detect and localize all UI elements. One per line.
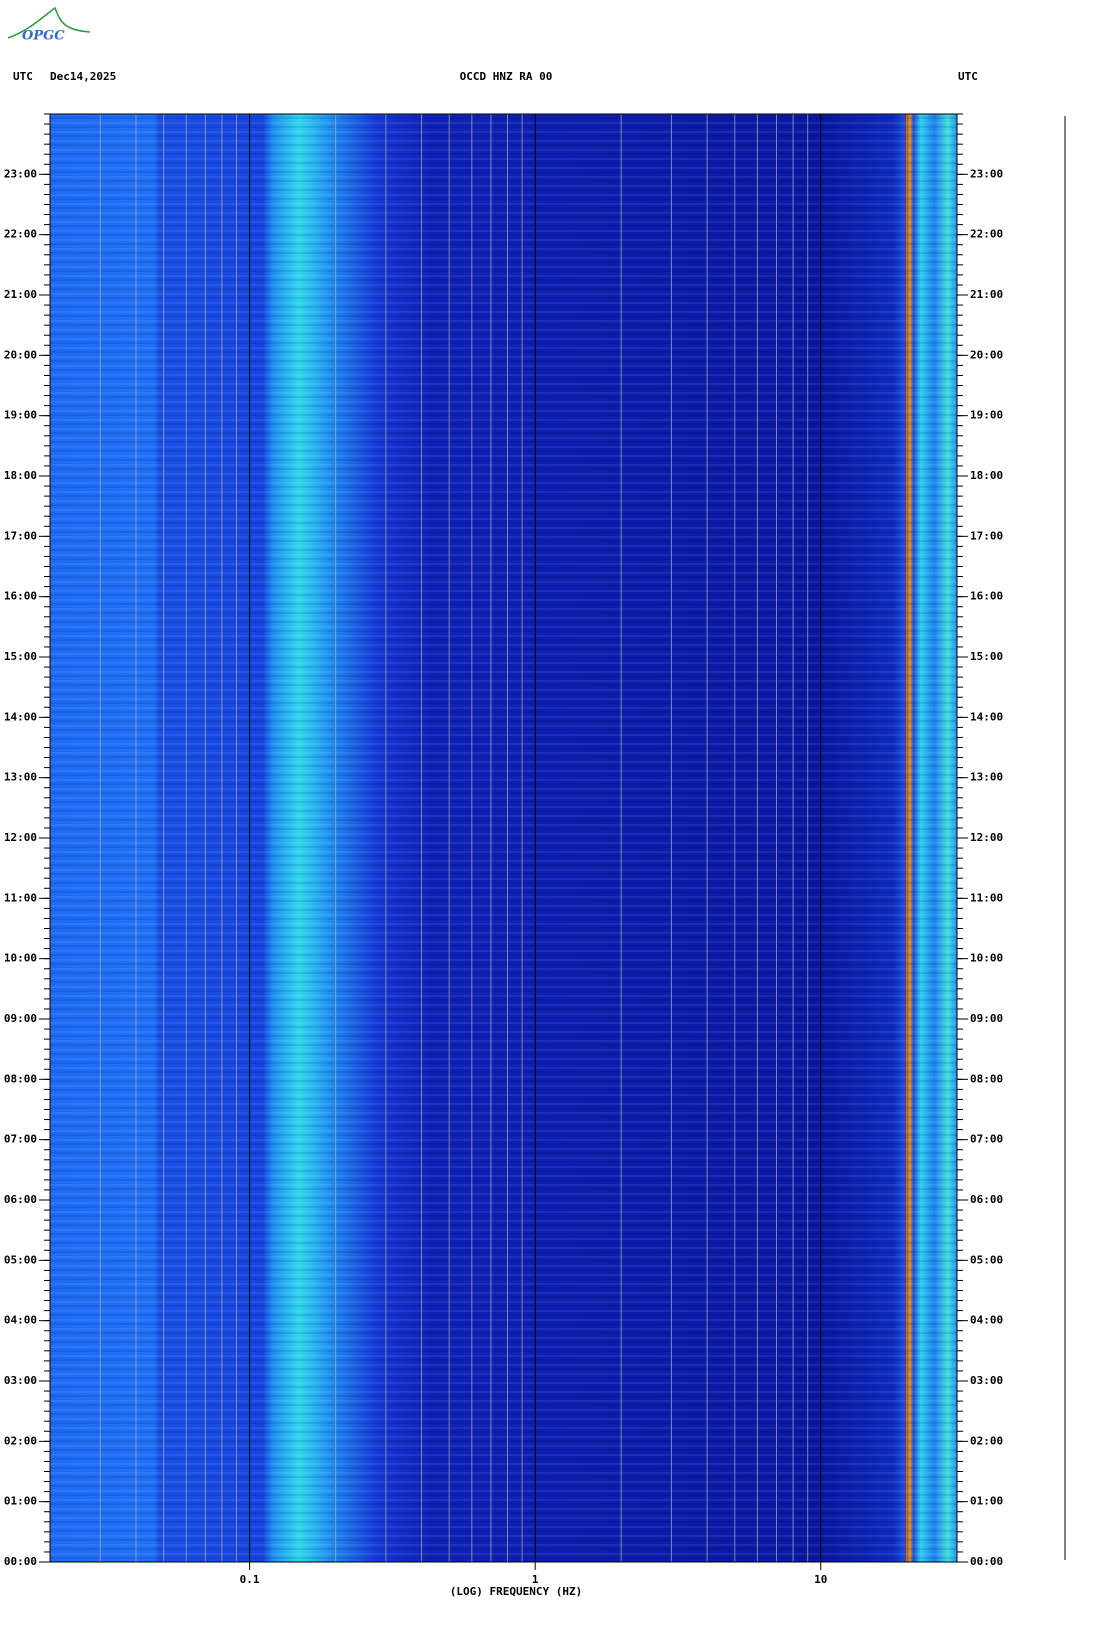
y-tick-label: 12:00: [970, 831, 1003, 844]
y-tick-label: 20:00: [4, 348, 37, 361]
y-tick-label: 07:00: [970, 1133, 1003, 1146]
y-tick-label: 09:00: [4, 1012, 37, 1025]
y-tick-label: 23:00: [970, 167, 1003, 180]
y-tick-label: 14:00: [4, 710, 37, 723]
y-tick-label: 17:00: [970, 529, 1003, 542]
right-zone: UTC: [958, 70, 978, 83]
left-zone: UTC: [13, 70, 33, 83]
x-tick-label: 10: [814, 1573, 827, 1586]
y-tick-label: 16:00: [970, 590, 1003, 603]
x-tick-label: 1: [532, 1573, 539, 1586]
y-tick-label: 15:00: [4, 650, 37, 663]
y-tick-label: 20:00: [970, 348, 1003, 361]
y-tick-label: 08:00: [4, 1072, 37, 1085]
y-tick-label: 19:00: [970, 409, 1003, 422]
y-tick-label: 09:00: [970, 1012, 1003, 1025]
y-tick-label: 10:00: [970, 952, 1003, 965]
y-tick-label: 15:00: [970, 650, 1003, 663]
y-tick-label: 07:00: [4, 1133, 37, 1146]
y-tick-label: 00:00: [970, 1555, 1003, 1568]
y-tick-label: 05:00: [4, 1253, 37, 1266]
y-tick-label: 05:00: [970, 1253, 1003, 1266]
logo-mark: [7, 6, 91, 39]
y-tick-label: 03:00: [970, 1374, 1003, 1387]
x-axis-label: (LOG) FREQUENCY (HZ): [450, 1585, 582, 1598]
y-tick-label: 17:00: [4, 529, 37, 542]
y-tick-label: 01:00: [970, 1495, 1003, 1508]
y-tick-label: 01:00: [4, 1495, 37, 1508]
x-tick-label: 0.1: [240, 1573, 260, 1586]
y-tick-label: 11:00: [970, 891, 1003, 904]
y-tick-label: 11:00: [4, 891, 37, 904]
spectrogram-texture: [50, 114, 957, 1562]
y-tick-label: 03:00: [4, 1374, 37, 1387]
y-tick-label: 02:00: [970, 1434, 1003, 1447]
y-tick-label: 22:00: [970, 228, 1003, 241]
y-tick-label: 16:00: [4, 590, 37, 603]
y-tick-label: 21:00: [970, 288, 1003, 301]
y-tick-label: 04:00: [4, 1314, 37, 1327]
chart-title: OCCD HNZ RA 00: [460, 70, 553, 83]
y-tick-label: 10:00: [4, 952, 37, 965]
y-tick-label: 06:00: [4, 1193, 37, 1206]
y-tick-label: 14:00: [970, 710, 1003, 723]
y-tick-label: 06:00: [970, 1193, 1003, 1206]
date: Dec14,2025: [50, 70, 116, 83]
y-tick-label: 18:00: [4, 469, 37, 482]
y-tick-label: 21:00: [4, 288, 37, 301]
y-tick-label: 22:00: [4, 228, 37, 241]
y-tick-label: 18:00: [970, 469, 1003, 482]
y-tick-label: 00:00: [4, 1555, 37, 1568]
y-tick-label: 08:00: [970, 1072, 1003, 1085]
y-tick-label: 13:00: [4, 771, 37, 784]
y-tick-label: 19:00: [4, 409, 37, 422]
y-tick-label: 13:00: [970, 771, 1003, 784]
logo: OPGC: [22, 29, 65, 44]
y-tick-label: 12:00: [4, 831, 37, 844]
y-tick-label: 23:00: [4, 167, 37, 180]
y-tick-label: 02:00: [4, 1434, 37, 1447]
y-tick-label: 04:00: [970, 1314, 1003, 1327]
